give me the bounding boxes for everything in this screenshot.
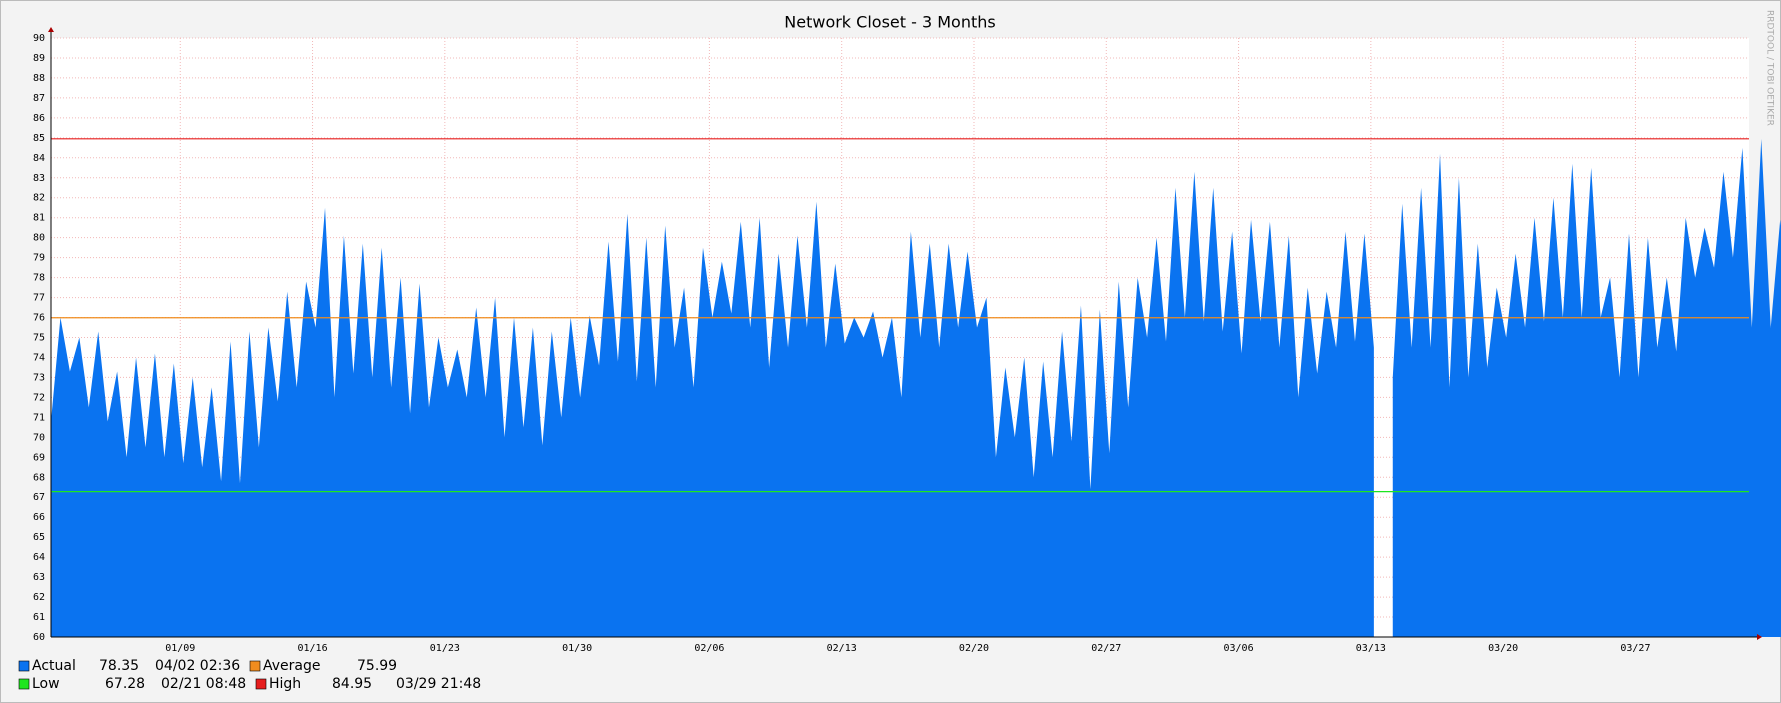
- legend-swatch: [255, 678, 267, 690]
- legend-text: Average: [263, 658, 321, 674]
- y-tick-label: 79: [33, 253, 45, 264]
- y-tick-label: 89: [33, 53, 45, 64]
- y-tick-label: 83: [33, 173, 45, 184]
- y-tick-label: 75: [33, 333, 45, 344]
- legend-swatch: [18, 678, 30, 690]
- y-tick-label: 70: [33, 432, 45, 443]
- y-tick-label: 85: [33, 133, 45, 144]
- y-tick-label: 67: [33, 492, 45, 503]
- legend-swatch: [18, 660, 30, 672]
- y-tick-label: 86: [33, 113, 45, 124]
- area: [51, 138, 1781, 637]
- y-tick-label: 60: [33, 632, 45, 643]
- x-tick-label: 03/13: [1356, 643, 1386, 654]
- y-tick-label: 73: [33, 372, 45, 383]
- y-tick-label: 82: [33, 193, 45, 204]
- legend-text: 78.35: [99, 658, 139, 674]
- legend-text: Low: [32, 676, 60, 692]
- watermark: RRDTOOL / TOBI OETIKER: [1765, 10, 1775, 126]
- y-tick-label: 65: [33, 532, 45, 543]
- legend-text: 04/02 02:36: [155, 658, 240, 674]
- x-tick-label: 01/16: [297, 643, 327, 654]
- legend-text: 75.99: [357, 658, 397, 674]
- x-tick-label: 01/30: [562, 643, 592, 654]
- y-tick-label: 69: [33, 452, 45, 463]
- x-tick-label: 02/20: [959, 643, 989, 654]
- x-tick-label: 01/09: [165, 643, 195, 654]
- chart-title: Network Closet - 3 Months: [784, 13, 995, 32]
- x-tick-label: 02/13: [827, 643, 857, 654]
- y-tick-label: 78: [33, 273, 45, 284]
- legend-text: High: [269, 676, 301, 692]
- x-tick-label: 03/20: [1488, 643, 1518, 654]
- y-tick-label: 71: [33, 412, 45, 423]
- y-tick-label: 72: [33, 392, 45, 403]
- x-tick-label: 02/27: [1091, 643, 1121, 654]
- y-tick-label: 74: [33, 352, 45, 363]
- y-tick-label: 62: [33, 592, 45, 603]
- legend-text: 84.95: [332, 676, 372, 692]
- y-tick-label: 64: [33, 552, 45, 563]
- x-tick-label: 03/27: [1620, 643, 1650, 654]
- x-tick-label: 01/23: [430, 643, 460, 654]
- legend-text: 67.28: [105, 676, 145, 692]
- y-tick-label: 77: [33, 293, 45, 304]
- y-tick-label: 63: [33, 572, 45, 583]
- y-tick-label: 76: [33, 313, 45, 324]
- y-tick-label: 68: [33, 472, 45, 483]
- legend-text: 02/21 08:48: [161, 676, 246, 692]
- y-tick-label: 80: [33, 233, 45, 244]
- legend-text: 03/29 21:48: [396, 676, 481, 692]
- y-tick-label: 61: [33, 612, 45, 623]
- y-tick-label: 84: [33, 153, 45, 164]
- arrow: [1757, 634, 1762, 640]
- x-tick-label: 02/06: [694, 643, 724, 654]
- y-tick-label: 88: [33, 73, 45, 84]
- legend-swatch: [249, 660, 261, 672]
- legend-text: Actual: [32, 658, 76, 674]
- y-tick-label: 90: [33, 33, 45, 44]
- x-tick-label: 03/06: [1224, 643, 1254, 654]
- y-tick-label: 87: [33, 93, 45, 104]
- arrow: [48, 27, 54, 32]
- y-tick-label: 66: [33, 512, 45, 523]
- y-tick-label: 81: [33, 213, 45, 224]
